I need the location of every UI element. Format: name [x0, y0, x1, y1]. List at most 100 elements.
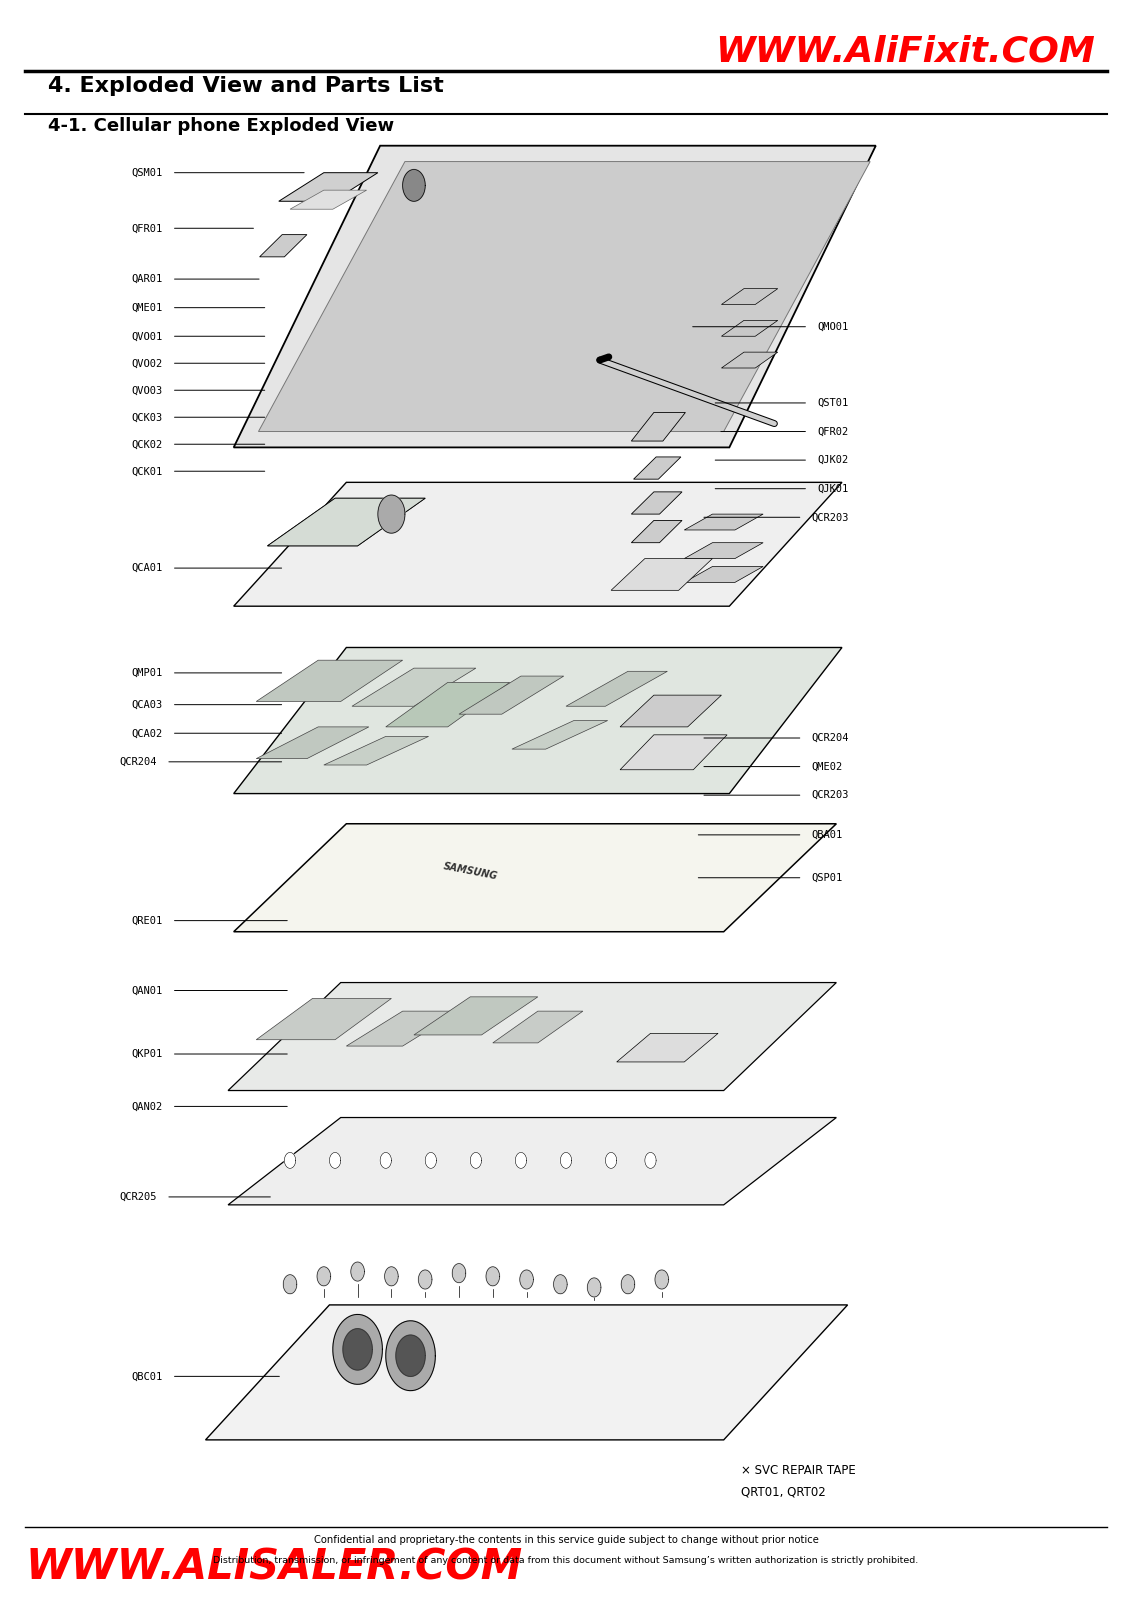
- Text: QME01: QME01: [131, 303, 163, 312]
- Polygon shape: [278, 173, 378, 202]
- Text: QCA01: QCA01: [131, 564, 163, 573]
- Polygon shape: [426, 1153, 437, 1169]
- Text: QVO03: QVO03: [131, 386, 163, 395]
- Text: QKP01: QKP01: [131, 1049, 163, 1058]
- Polygon shape: [324, 736, 429, 765]
- Text: QJK02: QJK02: [817, 455, 849, 466]
- Polygon shape: [684, 514, 763, 530]
- Text: QAR01: QAR01: [131, 274, 163, 283]
- Text: QCR203: QCR203: [812, 791, 849, 800]
- Polygon shape: [352, 668, 475, 706]
- Polygon shape: [396, 1335, 426, 1377]
- Polygon shape: [329, 1153, 341, 1169]
- Polygon shape: [458, 676, 564, 714]
- Polygon shape: [283, 1274, 297, 1294]
- Text: QCK02: QCK02: [131, 439, 163, 450]
- Polygon shape: [655, 1270, 669, 1289]
- Text: QAN01: QAN01: [131, 986, 163, 996]
- Polygon shape: [453, 1263, 465, 1282]
- Polygon shape: [256, 999, 392, 1039]
- Polygon shape: [470, 1153, 481, 1169]
- Polygon shape: [554, 1274, 567, 1294]
- Polygon shape: [256, 660, 403, 701]
- Text: SAMSUNG: SAMSUNG: [443, 861, 498, 882]
- Polygon shape: [267, 498, 426, 546]
- Text: QFR02: QFR02: [817, 426, 849, 437]
- Polygon shape: [617, 1033, 718, 1061]
- Polygon shape: [588, 1278, 601, 1297]
- Polygon shape: [228, 983, 837, 1090]
- Polygon shape: [632, 492, 681, 514]
- Polygon shape: [492, 1012, 583, 1042]
- Polygon shape: [414, 997, 538, 1034]
- Polygon shape: [351, 1262, 365, 1281]
- Text: QCR204: QCR204: [120, 757, 157, 767]
- Polygon shape: [566, 671, 668, 706]
- Polygon shape: [233, 146, 876, 447]
- Text: WWW.ALISALER.COM: WWW.ALISALER.COM: [25, 1547, 523, 1588]
- Polygon shape: [632, 413, 685, 440]
- Polygon shape: [380, 1153, 392, 1169]
- Text: QSM01: QSM01: [131, 168, 163, 178]
- Text: × SVC REPAIR TAPE: × SVC REPAIR TAPE: [740, 1463, 856, 1476]
- Text: QVO01: QVO01: [131, 331, 163, 341]
- Polygon shape: [233, 825, 837, 932]
- Text: 4. Exploded View and Parts List: 4. Exploded View and Parts List: [48, 75, 444, 96]
- Polygon shape: [228, 1117, 837, 1206]
- Polygon shape: [386, 682, 509, 727]
- Polygon shape: [233, 482, 842, 607]
- Polygon shape: [560, 1153, 572, 1169]
- Polygon shape: [721, 352, 778, 368]
- Text: 4-1. Cellular phone Exploded View: 4-1. Cellular phone Exploded View: [48, 117, 394, 134]
- Polygon shape: [206, 1305, 848, 1439]
- Polygon shape: [645, 1153, 657, 1169]
- Polygon shape: [620, 735, 727, 770]
- Polygon shape: [290, 191, 367, 210]
- Text: QBA01: QBA01: [812, 829, 843, 841]
- Polygon shape: [284, 1153, 295, 1169]
- Polygon shape: [620, 695, 721, 727]
- Polygon shape: [343, 1329, 372, 1370]
- Polygon shape: [515, 1153, 526, 1169]
- Polygon shape: [721, 320, 778, 336]
- Polygon shape: [721, 288, 778, 304]
- Text: QME02: QME02: [812, 762, 843, 772]
- Text: QFR01: QFR01: [131, 223, 163, 234]
- Text: QBC01: QBC01: [131, 1372, 163, 1382]
- Text: QCA02: QCA02: [131, 728, 163, 738]
- Polygon shape: [520, 1270, 533, 1289]
- Text: QMP01: QMP01: [131, 668, 163, 677]
- Text: QCA03: QCA03: [131, 700, 163, 709]
- Text: QCK01: QCK01: [131, 466, 163, 475]
- Polygon shape: [684, 543, 763, 559]
- Text: QCR203: QCR203: [812, 512, 849, 522]
- Polygon shape: [258, 162, 871, 432]
- Polygon shape: [632, 520, 681, 543]
- Polygon shape: [333, 1314, 383, 1385]
- Polygon shape: [611, 559, 712, 591]
- Polygon shape: [684, 567, 763, 583]
- Text: QCR205: QCR205: [120, 1191, 157, 1202]
- Polygon shape: [634, 456, 680, 479]
- Polygon shape: [385, 1266, 398, 1286]
- Text: Confidential and proprietary-the contents in this service guide subject to chang: Confidential and proprietary-the content…: [314, 1535, 818, 1545]
- Text: QCR204: QCR204: [812, 733, 849, 743]
- Polygon shape: [267, 498, 426, 546]
- Text: QAN02: QAN02: [131, 1101, 163, 1111]
- Text: QRT01, QRT02: QRT01, QRT02: [740, 1486, 825, 1499]
- Text: QMO01: QMO01: [817, 322, 849, 331]
- Polygon shape: [317, 1266, 331, 1286]
- Text: Distribution, transmission, or infringement of any content or data from this doc: Distribution, transmission, or infringem…: [213, 1556, 919, 1564]
- Text: QSP01: QSP01: [812, 873, 843, 882]
- Text: QRE01: QRE01: [131, 916, 163, 925]
- Polygon shape: [621, 1274, 635, 1294]
- Polygon shape: [486, 1266, 499, 1286]
- Text: QJK01: QJK01: [817, 484, 849, 493]
- Text: QVO02: QVO02: [131, 359, 163, 368]
- Polygon shape: [256, 727, 369, 759]
- Polygon shape: [606, 1153, 617, 1169]
- Polygon shape: [512, 720, 608, 749]
- Polygon shape: [419, 1270, 432, 1289]
- Text: QST01: QST01: [817, 399, 849, 408]
- Text: QCK03: QCK03: [131, 411, 163, 423]
